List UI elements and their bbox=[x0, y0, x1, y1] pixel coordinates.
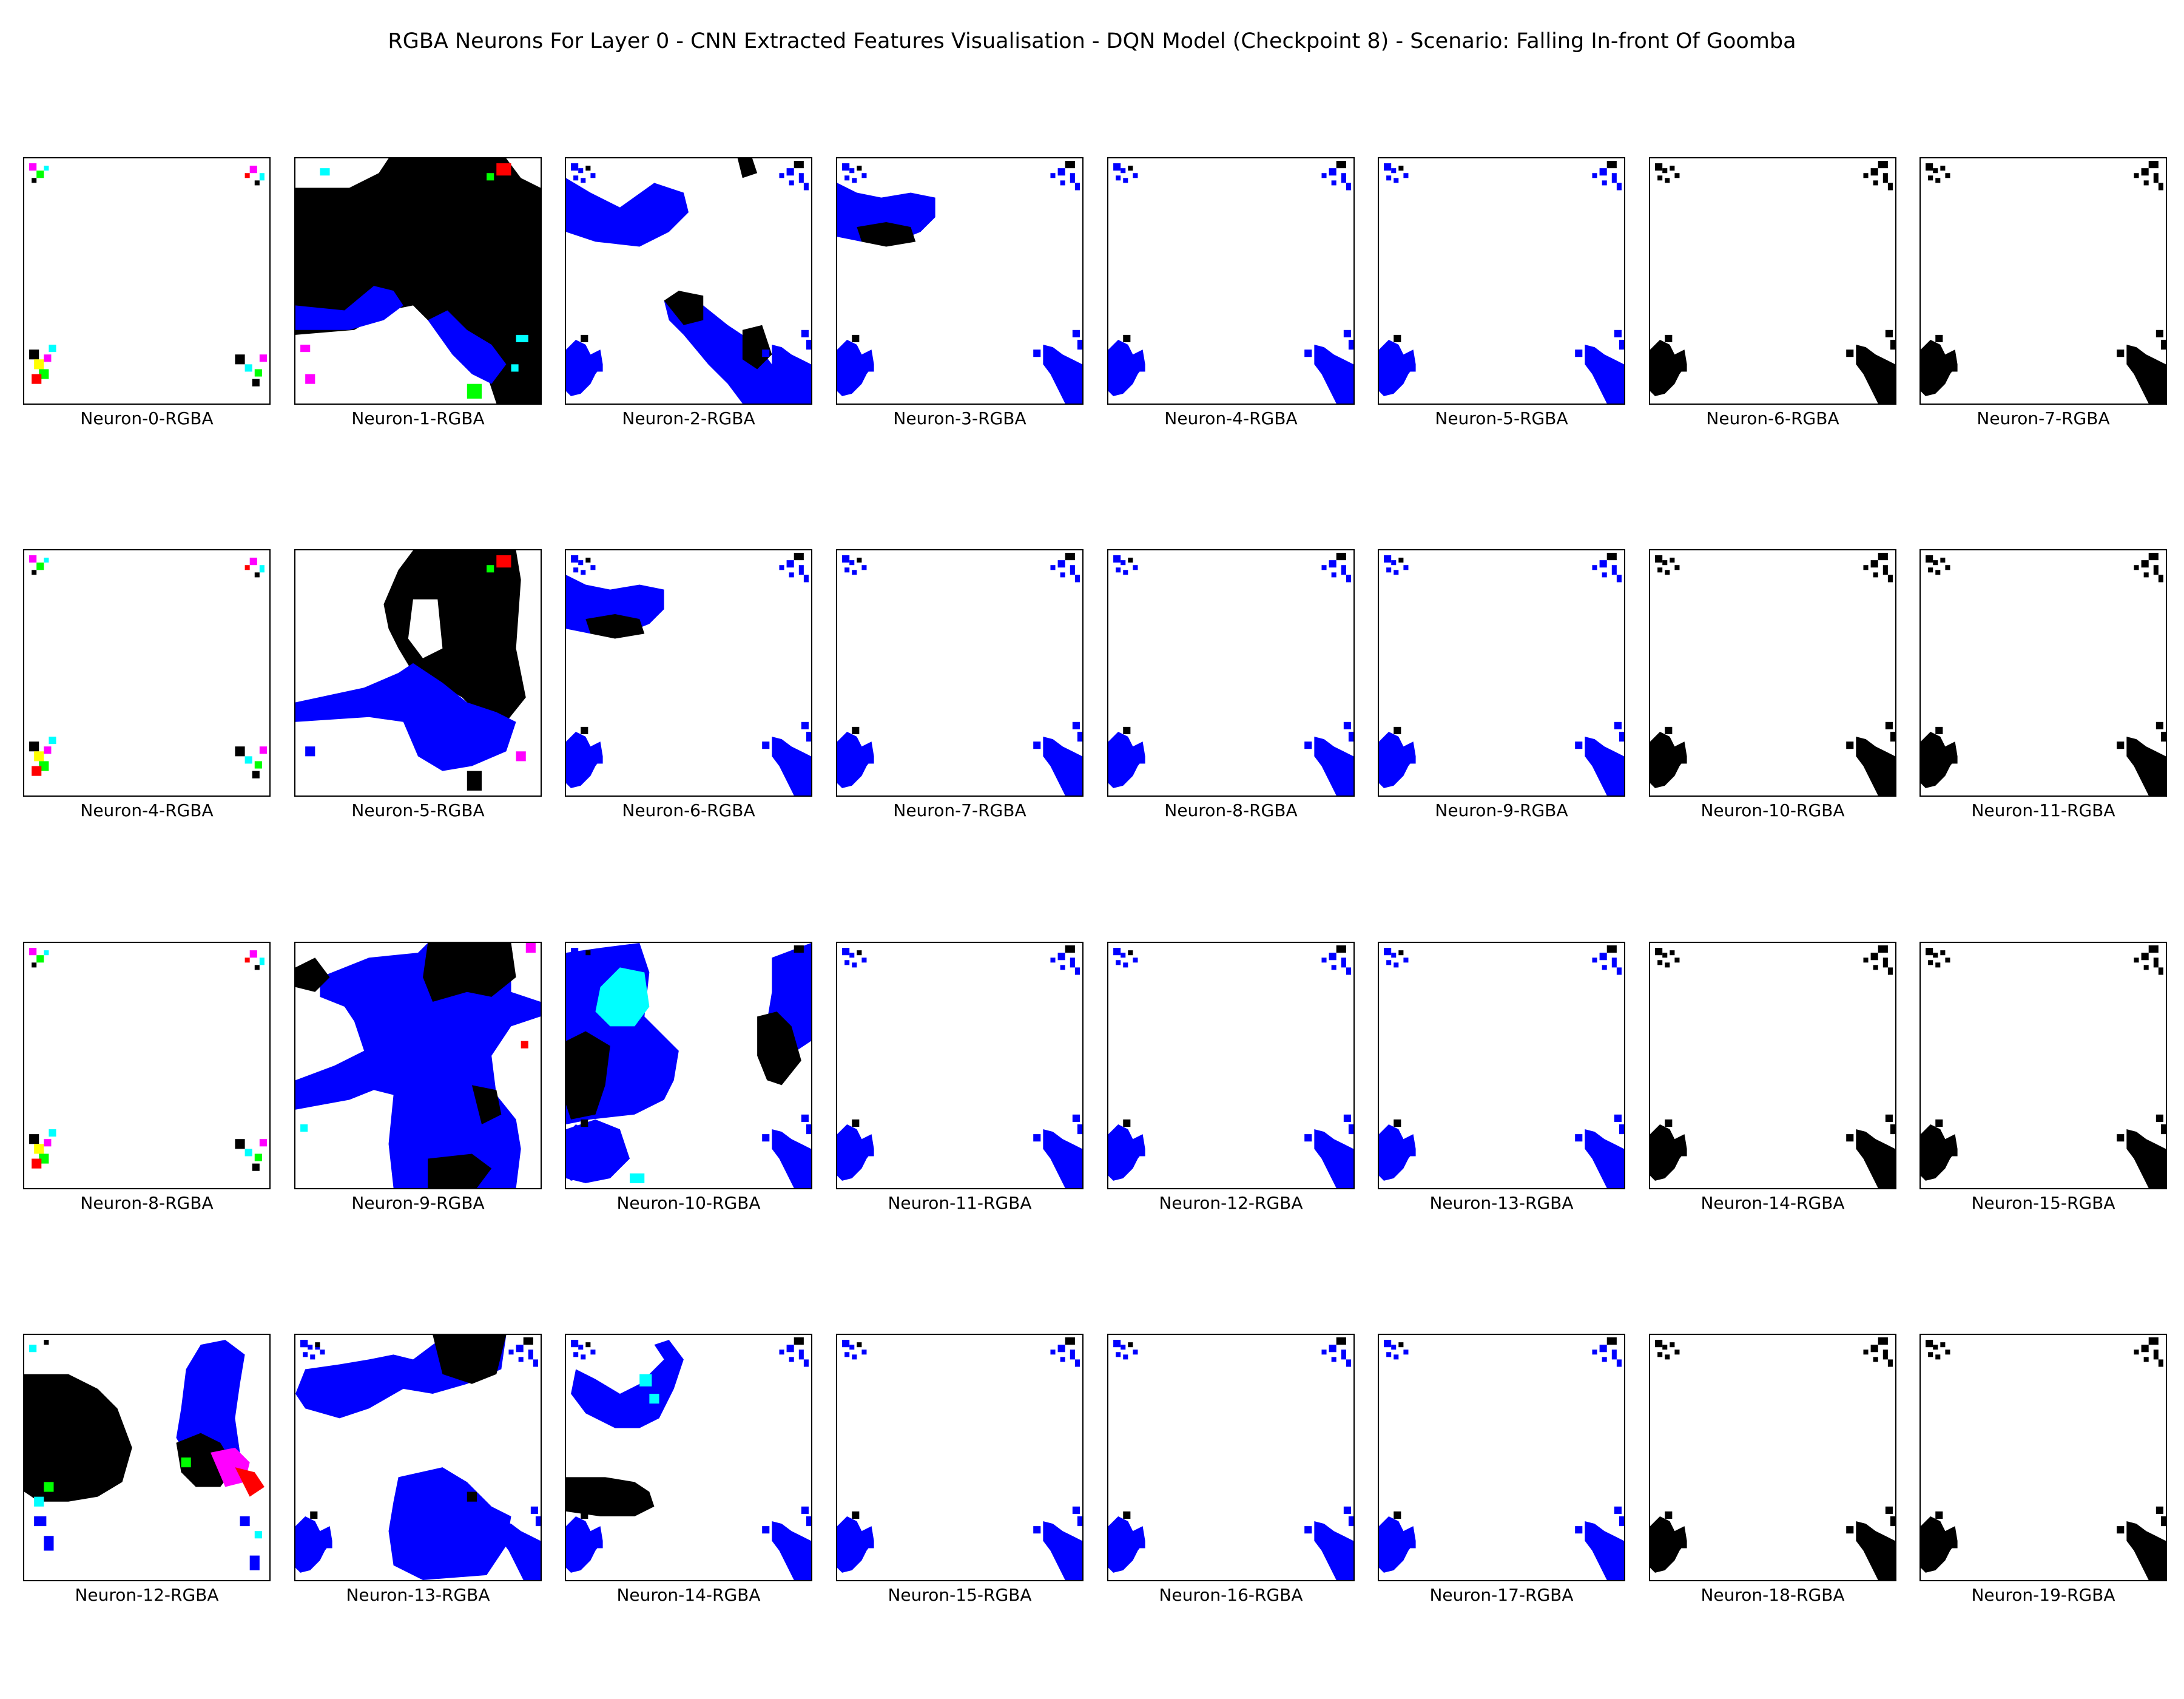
neuron-heatmap bbox=[836, 1334, 1084, 1581]
neuron-heatmap-image bbox=[1650, 550, 1895, 795]
neuron-heatmap-image bbox=[24, 943, 269, 1188]
neuron-heatmap bbox=[23, 549, 271, 797]
neuron-heatmap bbox=[1107, 549, 1355, 797]
neuron-heatmap-image bbox=[1379, 550, 1624, 795]
neuron-label: Neuron-5-RGBA bbox=[351, 800, 485, 820]
neuron-heatmap-image bbox=[295, 943, 541, 1188]
neuron-label: Neuron-3-RGBA bbox=[893, 408, 1026, 428]
neuron-heatmap-image bbox=[1108, 1335, 1353, 1580]
neuron-heatmap bbox=[836, 942, 1084, 1189]
neuron-heatmap-image bbox=[1108, 158, 1353, 404]
neuron-label: Neuron-15-RGBA bbox=[888, 1585, 1032, 1605]
neuron-heatmap-image bbox=[295, 1335, 541, 1580]
neuron-heatmap bbox=[294, 549, 542, 797]
neuron-label: Neuron-19-RGBA bbox=[1971, 1585, 2115, 1605]
neuron-label: Neuron-13-RGBA bbox=[346, 1585, 490, 1605]
neuron-label: Neuron-5-RGBA bbox=[1435, 408, 1568, 428]
neuron-label: Neuron-6-RGBA bbox=[1706, 408, 1839, 428]
neuron-label: Neuron-9-RGBA bbox=[351, 1193, 485, 1213]
neuron-label: Neuron-10-RGBA bbox=[616, 1193, 761, 1213]
neuron-heatmap-image bbox=[566, 943, 811, 1188]
neuron-label: Neuron-7-RGBA bbox=[893, 800, 1026, 820]
neuron-heatmap bbox=[294, 157, 542, 405]
neuron-label: Neuron-11-RGBA bbox=[1971, 800, 2115, 820]
neuron-heatmap bbox=[1649, 942, 1896, 1189]
neuron-heatmap-image bbox=[1650, 158, 1895, 404]
neuron-heatmap bbox=[1378, 157, 1625, 405]
neuron-heatmap bbox=[294, 942, 542, 1189]
neuron-label: Neuron-2-RGBA bbox=[622, 408, 755, 428]
neuron-heatmap-image bbox=[566, 1335, 811, 1580]
neuron-label: Neuron-1-RGBA bbox=[351, 408, 485, 428]
neuron-heatmap bbox=[565, 1334, 812, 1581]
neuron-heatmap-image bbox=[566, 550, 811, 795]
neuron-heatmap bbox=[23, 1334, 271, 1581]
neuron-heatmap-image bbox=[1921, 943, 2166, 1188]
neuron-heatmap bbox=[1107, 157, 1355, 405]
neuron-label: Neuron-17-RGBA bbox=[1429, 1585, 1574, 1605]
neuron-heatmap bbox=[565, 157, 812, 405]
neuron-heatmap-image bbox=[1108, 550, 1353, 795]
neuron-heatmap-image bbox=[24, 550, 269, 795]
neuron-heatmap bbox=[836, 549, 1084, 797]
neuron-heatmap bbox=[836, 157, 1084, 405]
neuron-label: Neuron-11-RGBA bbox=[888, 1193, 1032, 1213]
neuron-heatmap-image bbox=[1108, 943, 1353, 1188]
neuron-label: Neuron-10-RGBA bbox=[1700, 800, 1845, 820]
neuron-heatmap bbox=[1378, 549, 1625, 797]
neuron-heatmap-image bbox=[24, 158, 269, 404]
neuron-heatmap-image bbox=[1921, 1335, 2166, 1580]
neuron-label: Neuron-6-RGBA bbox=[622, 800, 755, 820]
neuron-label: Neuron-4-RGBA bbox=[1164, 408, 1298, 428]
neuron-heatmap bbox=[1919, 1334, 2167, 1581]
neuron-label: Neuron-12-RGBA bbox=[75, 1585, 219, 1605]
neuron-heatmap bbox=[1649, 549, 1896, 797]
neuron-label: Neuron-0-RGBA bbox=[80, 408, 214, 428]
neuron-heatmap-image bbox=[1650, 943, 1895, 1188]
neuron-heatmap bbox=[1107, 942, 1355, 1189]
neuron-heatmap-image bbox=[837, 1335, 1082, 1580]
neuron-heatmap bbox=[23, 157, 271, 405]
neuron-label: Neuron-8-RGBA bbox=[1164, 800, 1298, 820]
neuron-heatmap bbox=[565, 942, 812, 1189]
neuron-heatmap-image bbox=[295, 158, 541, 404]
neuron-label: Neuron-8-RGBA bbox=[80, 1193, 214, 1213]
neuron-heatmap bbox=[1378, 942, 1625, 1189]
neuron-heatmap bbox=[1649, 1334, 1896, 1581]
neuron-heatmap-image bbox=[1379, 1335, 1624, 1580]
neuron-heatmap-image bbox=[295, 550, 541, 795]
figure-title: RGBA Neurons For Layer 0 - CNN Extracted… bbox=[388, 29, 1796, 53]
neuron-heatmap bbox=[1107, 1334, 1355, 1581]
neuron-heatmap bbox=[294, 1334, 542, 1581]
neuron-heatmap-image bbox=[566, 158, 811, 404]
neuron-heatmap-image bbox=[1379, 158, 1624, 404]
neuron-heatmap-image bbox=[1921, 550, 2166, 795]
neuron-label: Neuron-18-RGBA bbox=[1700, 1585, 1845, 1605]
neuron-label: Neuron-14-RGBA bbox=[1700, 1193, 1845, 1213]
neuron-heatmap bbox=[1919, 549, 2167, 797]
neuron-label: Neuron-7-RGBA bbox=[1977, 408, 2110, 428]
neuron-label: Neuron-9-RGBA bbox=[1435, 800, 1568, 820]
neuron-heatmap-image bbox=[837, 943, 1082, 1188]
neuron-heatmap-image bbox=[1650, 1335, 1895, 1580]
neuron-label: Neuron-12-RGBA bbox=[1159, 1193, 1303, 1213]
neuron-label: Neuron-16-RGBA bbox=[1159, 1585, 1303, 1605]
neuron-label: Neuron-14-RGBA bbox=[616, 1585, 761, 1605]
neuron-heatmap-image bbox=[837, 550, 1082, 795]
neuron-heatmap-image bbox=[24, 1335, 269, 1580]
neuron-heatmap bbox=[1378, 1334, 1625, 1581]
neuron-label: Neuron-4-RGBA bbox=[80, 800, 214, 820]
neuron-heatmap bbox=[23, 942, 271, 1189]
neuron-label: Neuron-13-RGBA bbox=[1429, 1193, 1574, 1213]
neuron-heatmap bbox=[1649, 157, 1896, 405]
neuron-heatmap bbox=[565, 549, 812, 797]
neuron-heatmap-image bbox=[1379, 943, 1624, 1188]
neuron-label: Neuron-15-RGBA bbox=[1971, 1193, 2115, 1213]
neuron-heatmap-image bbox=[837, 158, 1082, 404]
neuron-heatmap-image bbox=[1921, 158, 2166, 404]
neuron-heatmap bbox=[1919, 942, 2167, 1189]
neuron-heatmap bbox=[1919, 157, 2167, 405]
